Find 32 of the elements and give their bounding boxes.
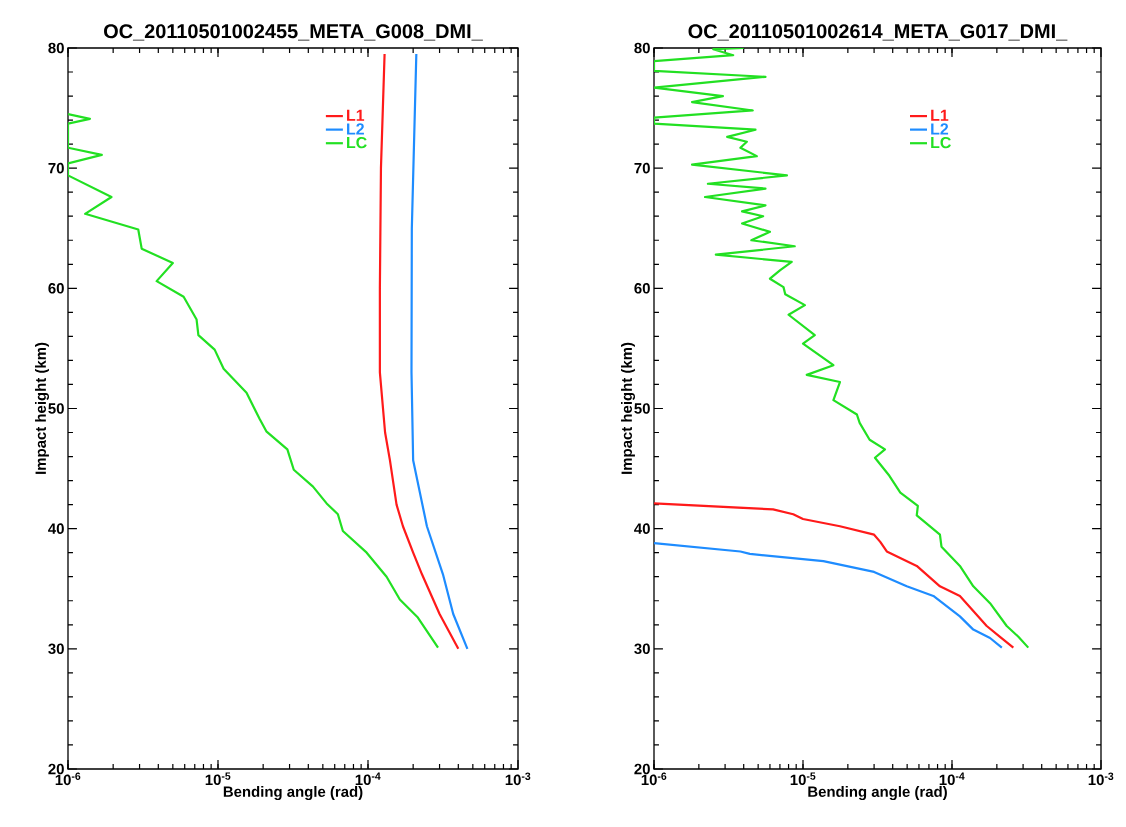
y-tick-label: 20 [634,763,650,775]
y-axis-title: Impact height (km) [621,342,636,474]
x-tick-label: 10$^{-5}$ [205,772,231,786]
y-tick-label: 60 [48,283,64,294]
x-axis-title: Bending angle (rad) [223,786,363,800]
y-tick-label: 50 [48,403,64,414]
legend-label: L1 [347,109,365,121]
legend-label: LC [931,136,951,149]
y-tick-label: 70 [48,162,64,174]
y-tick-label: 40 [48,523,64,534]
y-tick-label: 80 [48,42,64,54]
y-tick-label: 30 [48,643,64,655]
legend-label: L1 [931,109,949,121]
y-tick-label: 50 [634,403,650,414]
legend-label: LC [347,136,367,149]
x-tick-label: 10$^{-5}$ [790,772,816,786]
y-tick-label: 70 [634,162,650,174]
legend-label: L2 [931,123,949,135]
y-tick-label: 60 [634,283,650,294]
y-tick-label: 40 [634,523,650,534]
chart-title: OC_20110501002614_META_G017_DMI_ [688,24,1068,41]
legend-label: L2 [347,123,364,135]
x-tick-label: 10$^{-4}$ [939,772,965,786]
x-axis-title: Bending angle (rad) [808,786,947,800]
x-tick-label: 10$^{-4}$ [355,772,381,786]
y-axis-title: Impact height (km) [35,342,50,474]
chart-title: OC_20110501002455_META_G008_DMI_ [104,24,483,41]
x-tick-label: 10$^{-3}$ [505,772,531,786]
y-tick-label: 80 [634,42,650,54]
y-tick-label: 30 [634,643,650,655]
x-tick-label: 10$^{-3}$ [1088,772,1114,786]
y-tick-label: 20 [48,763,64,775]
